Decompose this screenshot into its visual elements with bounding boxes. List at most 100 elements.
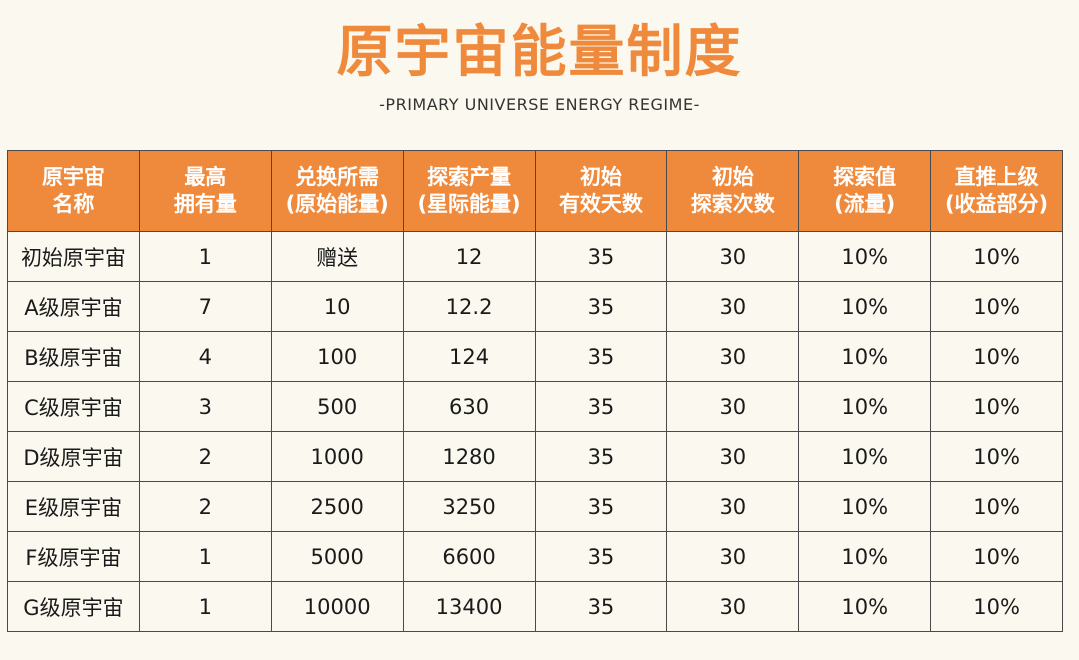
page-subtitle: -PRIMARY UNIVERSE ENERGY REGIME- <box>379 95 700 114</box>
header-cell-exploration-output: 探索产量 (星际能量) <box>402 150 536 232</box>
table-cell: 7 <box>138 281 272 332</box>
table-cell: E级原宇宙 <box>7 481 140 532</box>
table-cell: 2 <box>138 431 272 482</box>
table-cell: 1 <box>138 531 272 582</box>
table-cell: 10% <box>798 381 932 432</box>
table-row: C级原宇宙 3 500 630 35 30 10% 10% <box>7 381 1063 432</box>
table-row: F级原宇宙 1 5000 6600 35 30 10% 10% <box>7 531 1063 582</box>
header-cell-exploration-count: 初始 探索次数 <box>666 150 800 232</box>
table-cell: 赠送 <box>270 231 404 282</box>
table-cell: 35 <box>534 581 668 632</box>
table-cell: 6600 <box>402 531 536 582</box>
table-cell: 10% <box>930 581 1063 632</box>
table-cell: 35 <box>534 231 668 282</box>
table-cell: 10% <box>930 281 1063 332</box>
table-cell: A级原宇宙 <box>7 281 140 332</box>
table-cell: 3250 <box>402 481 536 532</box>
table-cell: 1 <box>138 581 272 632</box>
table-cell: 10% <box>930 431 1063 482</box>
table-cell: 35 <box>534 481 668 532</box>
table-cell: 10% <box>930 381 1063 432</box>
table-cell: 5000 <box>270 531 404 582</box>
table-cell: 1000 <box>270 431 404 482</box>
table-cell: 初始原宇宙 <box>7 231 140 282</box>
table-cell: 10% <box>930 331 1063 382</box>
table-cell: 30 <box>666 431 800 482</box>
table-cell: 10% <box>798 281 932 332</box>
table-cell: 10% <box>930 481 1063 532</box>
table-cell: 35 <box>534 381 668 432</box>
energy-table: 原宇宙 名称 最高 拥有量 兑换所需 (原始能量) 探索产量 (星际能量) 初始… <box>7 150 1063 632</box>
header-line: 探索产量 <box>427 165 512 189</box>
table-cell: 30 <box>666 281 800 332</box>
header-line: (收益部分) <box>944 192 1049 216</box>
table-cell: 10% <box>798 431 932 482</box>
table-cell: 1 <box>138 231 272 282</box>
table-cell: 1280 <box>402 431 536 482</box>
table-cell: 30 <box>666 331 800 382</box>
table-cell: F级原宇宙 <box>7 531 140 582</box>
header-line: 名称 <box>52 192 95 216</box>
table-cell: 30 <box>666 481 800 532</box>
table-cell: 30 <box>666 381 800 432</box>
header-line: 初始 <box>579 165 622 189</box>
table-cell: 10% <box>798 231 932 282</box>
table-cell: 630 <box>402 381 536 432</box>
table-cell: 124 <box>402 331 536 382</box>
table-cell: G级原宇宙 <box>7 581 140 632</box>
table-row: B级原宇宙 4 100 124 35 30 10% 10% <box>7 331 1063 382</box>
table-row: G级原宇宙 1 10000 13400 35 30 10% 10% <box>7 581 1063 632</box>
table-header-row: 原宇宙 名称 最高 拥有量 兑换所需 (原始能量) 探索产量 (星际能量) 初始… <box>7 150 1063 232</box>
table-cell: 100 <box>270 331 404 382</box>
header-line: 直推上级 <box>954 165 1039 189</box>
table-cell: 12.2 <box>402 281 536 332</box>
header-line: 探索值 <box>833 165 897 189</box>
header-line: 探索次数 <box>690 192 775 216</box>
header-cell-exploration-value: 探索值 (流量) <box>798 150 932 232</box>
table-cell: 35 <box>534 331 668 382</box>
table-cell: 10000 <box>270 581 404 632</box>
header-line: 兑换所需 <box>295 165 380 189</box>
table-cell: 10% <box>798 331 932 382</box>
table-row: E级原宇宙 2 2500 3250 35 30 10% 10% <box>7 481 1063 532</box>
header-line: 拥有量 <box>173 192 237 216</box>
header-cell-referrer-share: 直推上级 (收益部分) <box>930 150 1063 232</box>
table-row: A级原宇宙 7 10 12.2 35 30 10% 10% <box>7 281 1063 332</box>
table-cell: 10% <box>798 531 932 582</box>
table-cell: 35 <box>534 431 668 482</box>
header-cell-name: 原宇宙 名称 <box>7 150 140 232</box>
table-cell: 10% <box>930 531 1063 582</box>
table-cell: 10% <box>798 481 932 532</box>
header-cell-exchange-cost: 兑换所需 (原始能量) <box>270 150 404 232</box>
table-cell: 13400 <box>402 581 536 632</box>
table-cell: 35 <box>534 531 668 582</box>
table-cell: 30 <box>666 581 800 632</box>
header-line: 最高 <box>184 165 227 189</box>
table-cell: 30 <box>666 231 800 282</box>
table-cell: 12 <box>402 231 536 282</box>
table-row: D级原宇宙 2 1000 1280 35 30 10% 10% <box>7 431 1063 482</box>
page-title: 原宇宙能量制度 <box>336 20 743 85</box>
header-line: 初始 <box>711 165 754 189</box>
header-line: (原始能量) <box>285 192 389 216</box>
header-line: 原宇宙 <box>41 165 105 189</box>
table-row: 初始原宇宙 1 赠送 12 35 30 10% 10% <box>7 231 1063 282</box>
table-cell: 2 <box>138 481 272 532</box>
table-cell: 35 <box>534 281 668 332</box>
table-cell: B级原宇宙 <box>7 331 140 382</box>
table-cell: 500 <box>270 381 404 432</box>
header-line: (星际能量) <box>417 192 521 216</box>
table-cell: 30 <box>666 531 800 582</box>
table-cell: 2500 <box>270 481 404 532</box>
table-cell: 4 <box>138 331 272 382</box>
header-cell-valid-days: 初始 有效天数 <box>534 150 668 232</box>
table-cell: C级原宇宙 <box>7 381 140 432</box>
table-cell: 10% <box>798 581 932 632</box>
header-line: (流量) <box>834 192 896 216</box>
header-line: 有效天数 <box>558 192 643 216</box>
table-cell: 3 <box>138 381 272 432</box>
header-cell-max-owned: 最高 拥有量 <box>138 150 272 232</box>
table-cell: 10% <box>930 231 1063 282</box>
table-cell: 10 <box>270 281 404 332</box>
table-cell: D级原宇宙 <box>7 431 140 482</box>
